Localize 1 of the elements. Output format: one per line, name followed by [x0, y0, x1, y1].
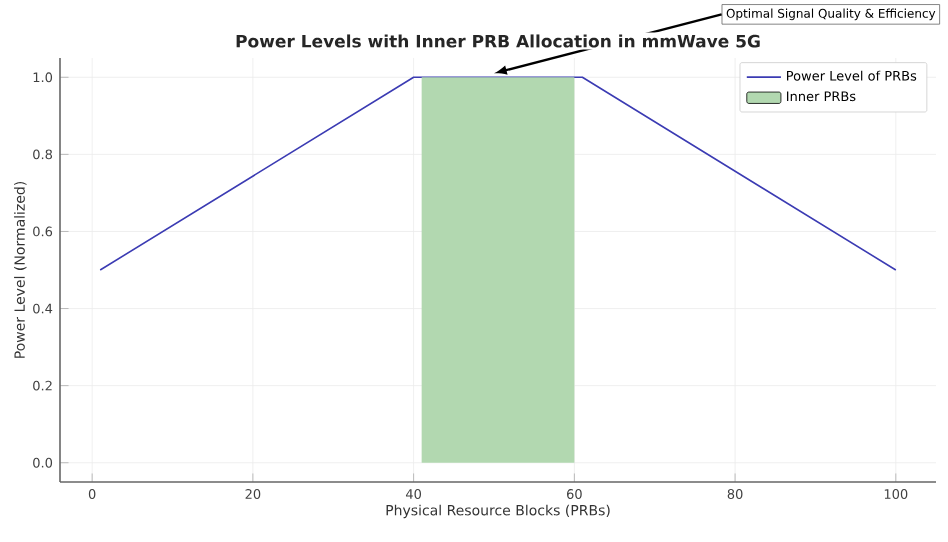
chart-title: Power Levels with Inner PRB Allocation in mmWave 5G	[236, 34, 760, 48]
